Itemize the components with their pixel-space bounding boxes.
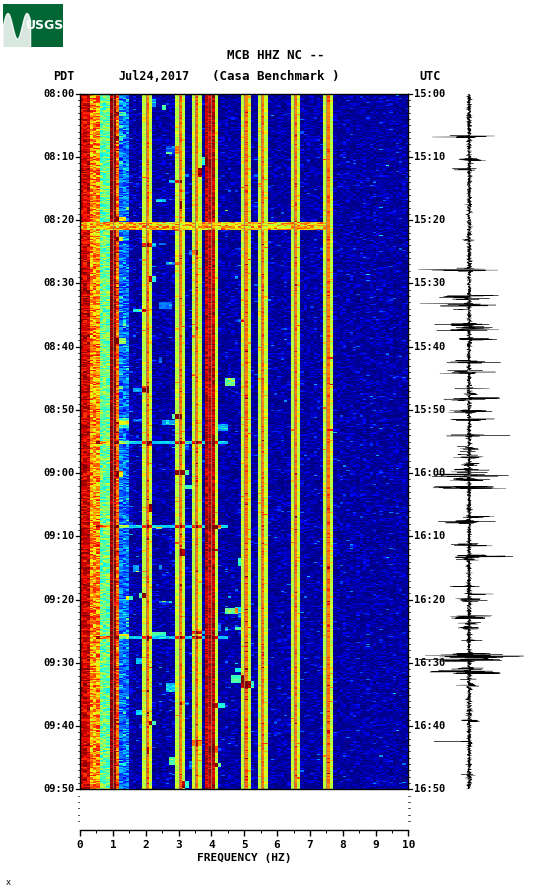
Text: 08:30: 08:30: [43, 278, 74, 288]
Text: 09:20: 09:20: [43, 595, 74, 605]
Text: 15:10: 15:10: [415, 152, 445, 162]
Text: UTC: UTC: [420, 70, 441, 83]
Text: 09:00: 09:00: [43, 468, 74, 478]
Text: 16:30: 16:30: [415, 658, 445, 668]
X-axis label: FREQUENCY (HZ): FREQUENCY (HZ): [197, 853, 291, 863]
Text: 08:50: 08:50: [43, 405, 74, 415]
Text: Jul24,2017: Jul24,2017: [119, 70, 190, 83]
Text: 16:40: 16:40: [415, 721, 445, 731]
Text: 15:20: 15:20: [415, 215, 445, 225]
Text: PDT: PDT: [53, 70, 75, 83]
FancyBboxPatch shape: [3, 4, 63, 47]
Text: 16:20: 16:20: [415, 595, 445, 605]
Text: 09:40: 09:40: [43, 721, 74, 731]
Text: 15:00: 15:00: [415, 88, 445, 99]
Text: 08:10: 08:10: [43, 152, 74, 162]
Text: USGS: USGS: [26, 20, 65, 32]
Text: 09:10: 09:10: [43, 532, 74, 541]
Text: 16:10: 16:10: [415, 532, 445, 541]
Text: 16:50: 16:50: [415, 784, 445, 795]
Text: MCB HHZ NC --: MCB HHZ NC --: [227, 49, 325, 62]
Text: 15:50: 15:50: [415, 405, 445, 415]
Text: 09:30: 09:30: [43, 658, 74, 668]
Text: 08:40: 08:40: [43, 342, 74, 351]
Text: 15:30: 15:30: [415, 278, 445, 288]
Text: x: x: [6, 878, 10, 887]
Text: 08:20: 08:20: [43, 215, 74, 225]
Text: 15:40: 15:40: [415, 342, 445, 351]
Text: 08:00: 08:00: [43, 88, 74, 99]
Text: (Casa Benchmark ): (Casa Benchmark ): [213, 70, 339, 83]
Text: 16:00: 16:00: [415, 468, 445, 478]
Text: 09:50: 09:50: [43, 784, 74, 795]
